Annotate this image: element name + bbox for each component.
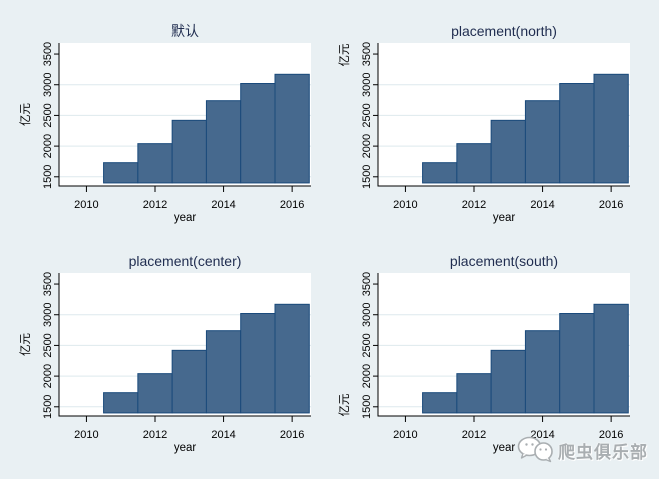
bar-2013 [490,349,526,414]
y-axis-title: 亿元 [338,393,351,416]
y-tick-label: 3500 [42,42,54,66]
bar-2011 [103,162,139,184]
bar-2011 [103,392,139,414]
y-tick-label: 2000 [361,364,373,388]
axis-lines [377,273,630,417]
x-tick-label: 2014 [530,429,554,441]
chart-placement-center: 1500 2000 2500 3000 3500 2010 2012 2014 2016 year… [0,230,330,470]
bar-2016 [274,303,310,414]
axis-lines [58,43,311,187]
y-tick-label: 2000 [361,134,373,158]
x-tick-label: 2012 [462,429,486,441]
chart-placement-south: 1500 2000 2500 3000 3500 2010 2012 2014 2016 year… [319,230,649,470]
y-tick-label: 3000 [361,72,373,96]
axis-lines [377,43,630,187]
y-tick-label: 2000 [42,364,54,388]
y-tick-label: 2500 [42,103,54,127]
bar-2011 [422,392,458,414]
x-tick-label: 2016 [599,429,623,441]
y-axis-title: 亿元 [19,333,32,356]
chart-default-svg: 1500 2000 2500 3000 3500 2010 2012 2014 2016 year… [19,23,311,224]
bar-2016 [593,303,629,414]
bar-2015 [240,313,276,414]
y-tick-label: 2000 [42,134,54,158]
chart-placement-center-svg: 1500 2000 2500 3000 3500 2010 2012 2014 2016 year… [19,253,311,454]
x-axis-title: year [174,212,197,224]
chart-placement-north-svg: 1500 2000 2500 3000 3500 2010 2012 2014 2016 year… [338,23,630,224]
bar-2014 [205,330,242,414]
y-tick-label: 3500 [361,42,373,66]
bar-2014 [524,330,561,414]
y-tick-label: 1500 [361,395,373,419]
x-tick-label: 2010 [74,429,98,441]
bar-2014 [524,100,561,184]
x-tick-label: 2014 [530,199,554,211]
y-tick-label: 2500 [361,333,373,357]
x-tick-label: 2010 [393,429,417,441]
bar-2012 [137,373,173,414]
x-tick-label: 2014 [211,199,235,211]
x-tick-label: 2014 [211,429,235,441]
bar-2016 [593,73,629,184]
y-tick-label: 2500 [361,103,373,127]
bar-2013 [171,349,207,414]
y-axis-title: 亿元 [19,103,32,126]
x-tick-label: 2012 [462,199,486,211]
chart-title: 默认 [171,23,199,39]
x-tick-label: 2010 [393,199,417,211]
y-tick-label: 3000 [42,302,54,326]
bar-2016 [274,73,310,184]
x-axis-title: year [493,212,516,224]
axis-lines [58,273,311,417]
chart-default: 1500 2000 2500 3000 3500 2010 2012 2014 2016 year… [0,0,330,240]
x-tick-label: 2010 [74,199,98,211]
bar-2011 [422,162,458,184]
y-tick-label: 3500 [42,272,54,296]
bar-2015 [559,313,595,414]
bar-2012 [456,143,492,184]
x-tick-label: 2016 [599,199,623,211]
x-tick-label: 2016 [280,429,304,441]
y-tick-label: 3500 [361,272,373,296]
x-axis-title: year [493,442,516,454]
y-tick-label: 3000 [42,72,54,96]
y-tick-label: 2500 [42,333,54,357]
bar-2013 [490,119,526,184]
chart-title: placement(south) [450,253,558,269]
chart-placement-north: 1500 2000 2500 3000 3500 2010 2012 2014 2016 year… [319,0,649,240]
chart-placement-south-svg: 1500 2000 2500 3000 3500 2010 2012 2014 2016 year… [338,253,630,454]
bar-2012 [137,143,173,184]
bar-2013 [171,119,207,184]
bar-2015 [559,83,595,184]
y-tick-label: 3000 [361,302,373,326]
chart-title: placement(center) [129,253,242,269]
bar-2015 [240,83,276,184]
bar-2012 [456,373,492,414]
x-tick-label: 2012 [143,199,167,211]
chart-title: placement(north) [451,23,557,39]
y-tick-label: 1500 [361,165,373,189]
x-tick-label: 2016 [280,199,304,211]
x-tick-label: 2012 [143,429,167,441]
y-tick-label: 1500 [42,395,54,419]
y-axis-title: 亿元 [338,43,351,66]
bar-2014 [205,100,242,184]
x-axis-title: year [174,442,197,454]
y-tick-label: 1500 [42,165,54,189]
